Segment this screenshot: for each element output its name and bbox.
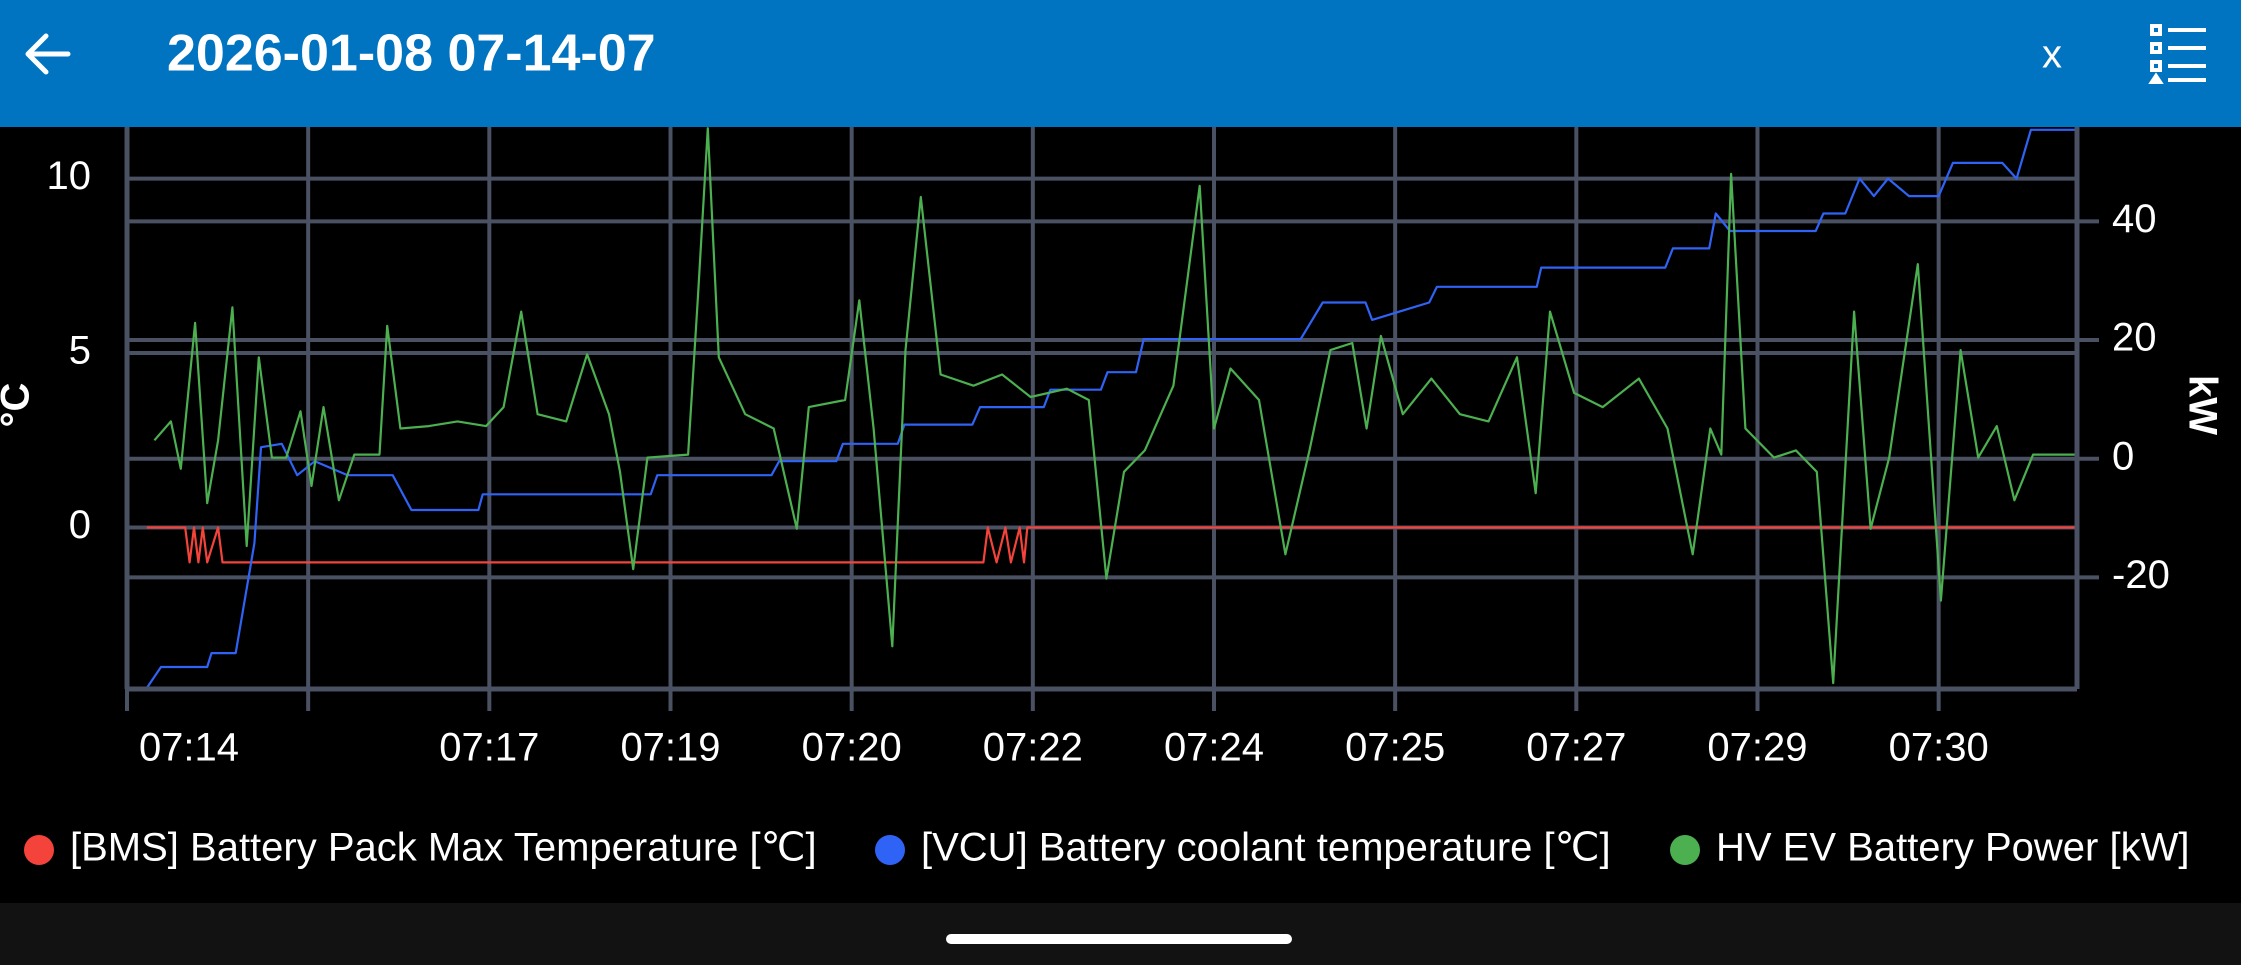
page-title: 2026-01-08 07-14-07 [167,25,656,83]
close-button[interactable]: x [2042,33,2062,77]
legend-label: [VCU] Battery coolant temperature [℃] [921,826,1611,870]
legend-label: [BMS] Battery Pack Max Temperature [℃] [70,826,817,870]
back-button[interactable] [25,33,71,75]
plot-area [145,127,2076,689]
axes: 07:14 07:17 07:19 07:20 07:22 07:24 07:25 07:27… [47,127,2170,770]
series-line [145,128,2076,689]
y-tick-label: 10 [47,154,92,198]
y2-tick-label: -20 [2112,553,2170,597]
legend-swatch [24,835,54,865]
x-tick-label: 07:14 [139,726,239,770]
x-tick-label: 07:20 [802,726,902,770]
y-axis-title: °C [0,383,38,428]
y2-tick-label: 20 [2112,316,2157,360]
x-tick-label: 07:19 [620,726,720,770]
x-tick-label: 07:25 [1345,726,1445,770]
y-tick-label: 5 [69,329,91,373]
home-indicator[interactable] [946,934,1292,944]
legend-swatch [875,835,905,865]
grid [125,127,2077,689]
x-tick-label: 07:27 [1526,726,1626,770]
x-tick-label: 07:30 [1889,726,1989,770]
legend: [BMS] Battery Pack Max Temperature [℃] [V… [24,826,2189,870]
app-bar [0,0,2241,127]
menu-button[interactable] [2148,24,2206,84]
y2-axis-title: kW [2180,375,2224,435]
x-tick-label: 07:22 [983,726,1083,770]
y2-tick-label: 0 [2112,434,2134,478]
legend-swatch [1670,835,1700,865]
y2-tick-label: 40 [2112,197,2157,241]
legend-label: HV EV Battery Power [kW] [1716,826,2189,870]
x-tick-label: 07:17 [439,726,539,770]
series-line [146,526,2076,564]
series-line [153,127,2076,685]
y-tick-label: 0 [69,503,91,547]
x-tick-label: 07:24 [1164,726,1264,770]
x-tick-label: 07:29 [1707,726,1807,770]
